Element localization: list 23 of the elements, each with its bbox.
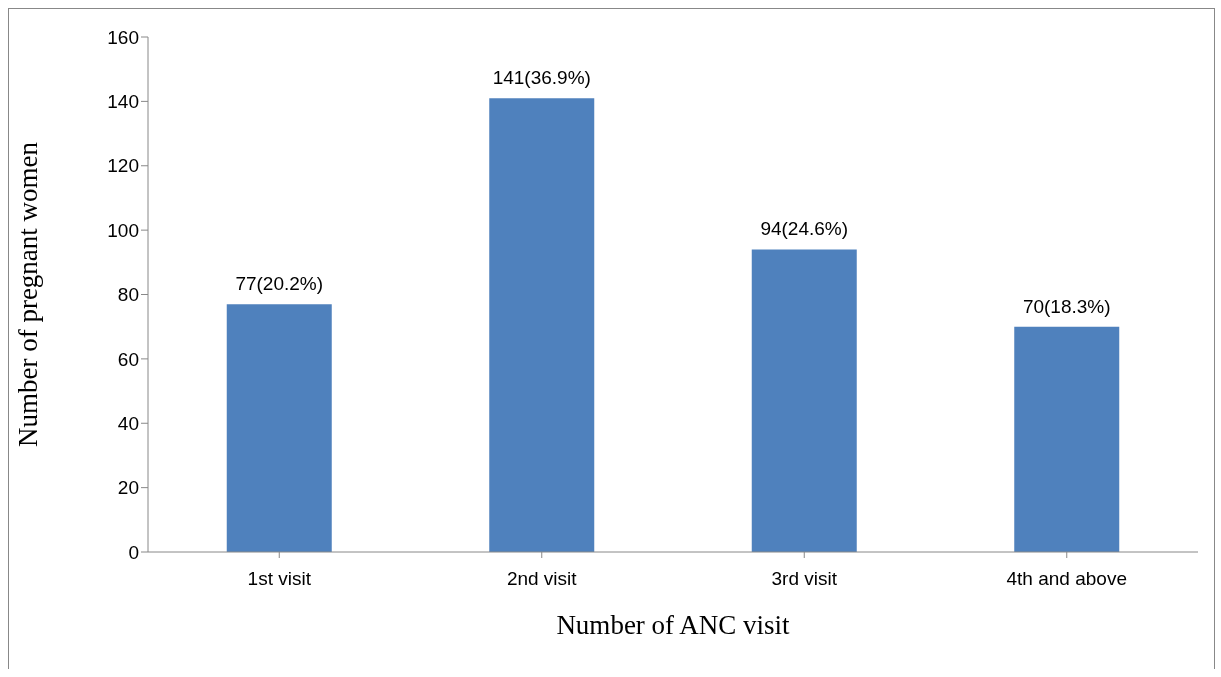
bar bbox=[751, 249, 857, 552]
x-tick-label: 2nd visit bbox=[506, 568, 578, 590]
y-tick-label: 40 bbox=[117, 412, 139, 434]
y-tick-label: 160 bbox=[107, 26, 139, 48]
bar bbox=[1014, 326, 1120, 552]
data-label: 94(24.6%) bbox=[760, 218, 849, 240]
y-tick-label: 60 bbox=[117, 348, 139, 370]
x-tick-label: 4th and above bbox=[1006, 568, 1127, 590]
y-tick-label: 100 bbox=[107, 219, 139, 241]
x-axis-title: Number of ANC visit bbox=[556, 610, 791, 640]
y-tick-label: 80 bbox=[117, 284, 139, 306]
y-tick-label: 120 bbox=[107, 155, 139, 177]
y-tick-label: 140 bbox=[107, 91, 139, 113]
y-tick-label: 20 bbox=[117, 477, 139, 499]
x-tick-label: 3rd visit bbox=[771, 568, 838, 590]
x-tick-label: 1st visit bbox=[247, 568, 312, 590]
y-axis-title: Number of pregnant women bbox=[12, 141, 43, 448]
data-label: 70(18.3%) bbox=[1022, 295, 1111, 317]
bar bbox=[489, 98, 595, 552]
data-label: 77(20.2%) bbox=[235, 273, 324, 295]
bar bbox=[226, 304, 332, 552]
data-label: 141(36.9%) bbox=[492, 67, 591, 89]
y-tick-label: 0 bbox=[128, 541, 139, 563]
